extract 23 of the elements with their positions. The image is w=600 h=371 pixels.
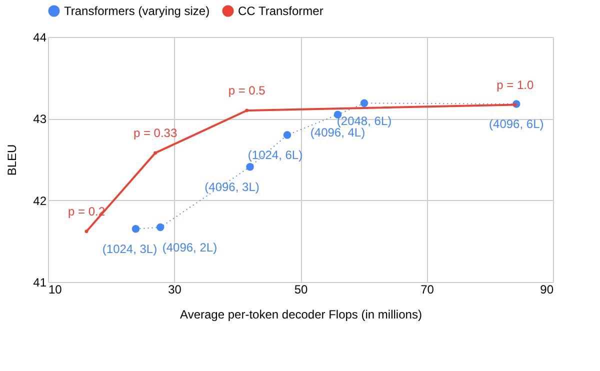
annotation: (4096, 3L) (204, 180, 260, 194)
x-tick-label: 10 (48, 282, 62, 296)
x-tick-label: 30 (168, 282, 182, 296)
y-axis-title: BLEU (5, 144, 20, 176)
x-tick-label: 90 (540, 282, 554, 296)
y-tick-label: 43 (33, 112, 47, 126)
annotation: (4096, 6L) (489, 116, 544, 131)
annotation: p = 0.5 (228, 84, 266, 98)
annotation: (1024, 6L) (248, 148, 303, 162)
annotation: p = 0.33 (133, 126, 178, 140)
annotation: p = 1.0 (496, 78, 534, 92)
annotation: (4096, 4L) (310, 126, 366, 140)
y-tick-label: 44 (33, 30, 47, 44)
y-tick-label: 41 (33, 276, 47, 290)
annotation: (1024, 3L) (102, 242, 158, 256)
legend-label: CC Transformer (238, 4, 324, 18)
y-tick-label: 42 (33, 194, 47, 208)
annotation: (4096, 2L) (162, 240, 218, 254)
legend-label: Transformers (varying size) (64, 4, 210, 18)
x-tick-label: 50 (294, 282, 308, 296)
x-axis-title: Average per-token decoder Flops (in millions) (180, 308, 422, 322)
annotation: (2048, 6L) (336, 114, 392, 128)
x-tick-label: 70 (420, 282, 434, 296)
